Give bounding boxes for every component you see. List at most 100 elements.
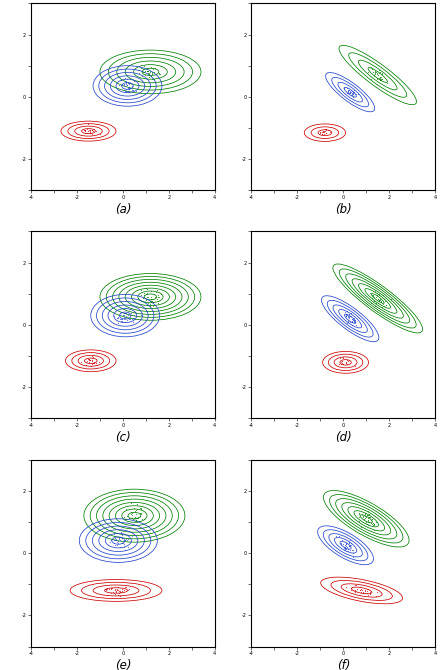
Point [83,360,90,371]
Point [351,317,358,328]
Point [158,288,165,299]
Point [90,352,97,362]
Point [112,585,119,596]
Point [147,71,155,82]
Point [89,350,96,361]
Point [113,535,120,546]
Point [337,358,344,369]
Point [377,296,385,307]
Point [372,301,379,312]
Point [116,533,123,544]
Point [149,295,156,306]
Point [369,67,376,78]
Point [119,537,126,548]
Point [120,512,127,523]
Point [131,511,138,522]
Point [132,513,139,524]
Point [347,85,354,96]
Point [89,129,96,139]
Point [139,513,146,524]
Point [145,69,152,80]
Point [353,320,360,330]
Point [124,310,131,321]
Point [345,537,353,547]
Point [142,297,149,308]
Point [86,354,93,364]
Point [117,75,124,86]
Point [119,310,126,321]
Point [362,511,369,521]
Point [344,354,351,365]
Point [125,585,132,596]
Point [115,318,122,328]
Point [348,537,355,548]
Point [87,355,94,366]
Point [124,78,131,88]
Point [123,80,131,90]
Point [127,507,135,518]
Point [125,82,132,92]
Point [116,314,123,324]
Point [133,515,140,525]
Point [342,543,349,554]
Point [103,584,110,594]
Point [155,297,162,308]
Point [370,70,377,80]
Point [138,509,145,520]
Point [96,356,103,367]
Point [123,586,130,596]
Point [348,88,355,99]
Point [147,293,155,304]
Point [107,537,114,547]
Point [339,353,346,364]
Point [376,296,383,307]
Point [344,543,351,554]
Point [122,86,129,96]
Point [116,541,123,552]
Point [118,584,125,594]
Point [118,80,125,90]
Point [117,586,124,596]
Point [341,543,348,554]
Point [360,513,367,524]
Point [351,316,358,326]
Point [321,126,329,137]
Point [357,585,364,596]
Point [342,307,349,318]
Point [342,357,349,368]
Point [135,515,143,526]
Point [322,127,329,138]
Point [120,585,127,596]
Point [123,582,130,593]
Point [89,356,96,366]
Point [129,317,136,328]
Point [150,73,157,84]
Point [352,360,359,371]
Point [129,531,136,541]
Point [123,79,130,90]
Point [371,66,378,77]
Point [110,538,117,549]
Point [123,514,130,525]
Point [358,584,365,594]
Point [338,356,345,366]
Point [147,292,154,303]
Point [349,548,356,559]
Point [376,295,383,306]
Point [147,62,155,72]
Point [345,356,352,366]
Point [376,68,383,78]
Point [377,67,384,78]
Point [128,509,135,520]
Point [150,300,157,311]
Point [135,512,142,523]
X-axis label: (e): (e) [115,659,131,670]
Point [349,314,357,325]
Point [361,518,369,529]
Point [139,71,146,82]
Point [122,308,129,318]
Point [148,66,155,77]
Point [137,285,144,295]
Point [133,515,140,526]
Point [342,309,349,320]
